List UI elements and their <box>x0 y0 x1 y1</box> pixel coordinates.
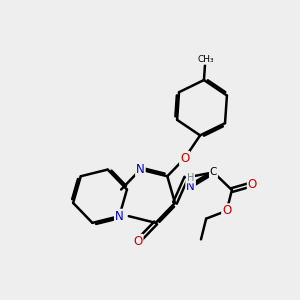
Text: O: O <box>222 204 231 217</box>
Text: C: C <box>210 167 217 177</box>
Text: O: O <box>133 235 142 248</box>
Text: O: O <box>180 152 189 165</box>
Text: N: N <box>136 163 145 176</box>
Text: H: H <box>187 172 194 183</box>
Text: CH₃: CH₃ <box>197 55 214 64</box>
Text: O: O <box>248 178 257 191</box>
Text: N: N <box>115 210 124 223</box>
Text: N: N <box>186 179 195 193</box>
